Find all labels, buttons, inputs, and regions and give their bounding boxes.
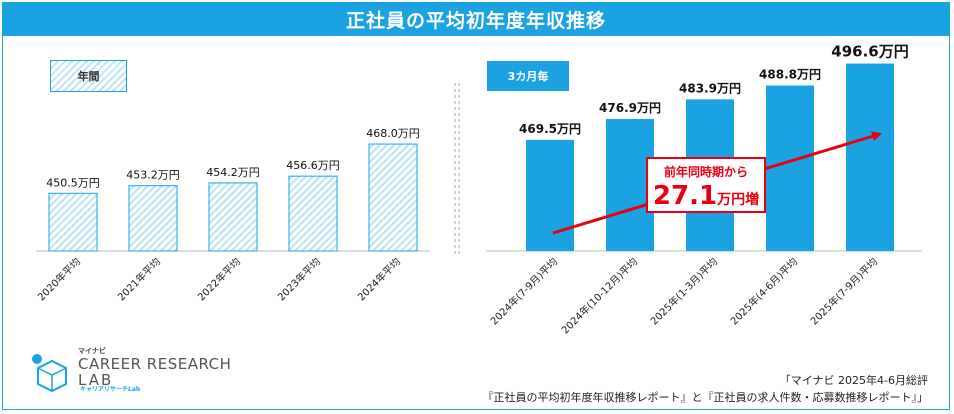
logo-brand: マイナビ bbox=[78, 347, 106, 355]
annual-value-label-4: 456.6万円 bbox=[286, 159, 340, 172]
annual-bar-2 bbox=[128, 185, 178, 252]
annual-value-label-2: 453.2万円 bbox=[126, 169, 180, 182]
quarterly-bar-4 bbox=[766, 85, 814, 252]
source-line1: 「マイナビ 2025年4-6月総評 bbox=[779, 374, 928, 387]
quarterly-bar-1 bbox=[526, 139, 574, 251]
legend-quarterly: 3カ月毎 bbox=[487, 61, 569, 91]
career-research-lab-logo: マイナビ CAREER RESEARCH LAB キャリアリサーチLab bbox=[30, 346, 250, 402]
annual-bar-1 bbox=[48, 192, 98, 252]
quarterly-value-label-5: 496.6万円 bbox=[831, 43, 908, 61]
quarterly-category-label-2: 2024年(10-12月)平均 bbox=[559, 255, 641, 337]
callout-unit: 万円増 bbox=[717, 192, 760, 208]
source-line2: 『正社員の平均初年度年収推移レポート』と『正社員の求人件数・応募数推移レポート』… bbox=[482, 391, 929, 404]
callout-caption: 前年同時期から bbox=[663, 165, 748, 179]
quarterly-category-label-5: 2025年(7-9月)平均 bbox=[808, 255, 881, 328]
annual-value-label-1: 450.5万円 bbox=[46, 176, 100, 189]
quarterly-value-label-3: 483.9万円 bbox=[679, 81, 741, 95]
callout-value: 27.1万円増 bbox=[648, 181, 764, 211]
annual-value-label-5: 468.0万円 bbox=[366, 127, 420, 140]
quarterly-value-label-1: 469.5万円 bbox=[519, 122, 581, 136]
annual-bar-5 bbox=[368, 143, 418, 252]
callout-number: 27.1 bbox=[652, 181, 718, 211]
quarterly-value-label-2: 476.9万円 bbox=[599, 101, 661, 115]
quarterly-category-label-3: 2025年(1-3月)平均 bbox=[648, 255, 721, 328]
source-note: 「マイナビ 2025年4-6月総評 『正社員の平均初年度年収推移レポート』と『正… bbox=[483, 372, 929, 406]
annual-bar-4 bbox=[288, 175, 338, 252]
annual-category-label-2: 2021年平均 bbox=[115, 255, 163, 303]
lab-cube-icon bbox=[32, 354, 67, 393]
annual-category-label-5: 2024年平均 bbox=[355, 255, 403, 303]
logo-line1: CAREER RESEARCH bbox=[78, 355, 232, 373]
annual-bar-3 bbox=[208, 182, 258, 252]
logo-sub: キャリアリサーチLab bbox=[80, 386, 141, 393]
annual-category-label-1: 2020年平均 bbox=[35, 255, 83, 303]
chart-title: 正社員の平均初年度年収推移 bbox=[2, 2, 950, 36]
quarterly-category-label-1: 2024年(7-9月)平均 bbox=[488, 255, 561, 328]
growth-callout: 前年同時期から 27.1万円増 bbox=[646, 157, 766, 213]
logo-line2: LAB bbox=[78, 371, 114, 389]
legend-annual: 年間 bbox=[50, 60, 127, 92]
quarterly-category-label-4: 2025年(4-6月)平均 bbox=[728, 255, 801, 328]
annual-category-label-4: 2023年平均 bbox=[275, 255, 323, 303]
annual-category-label-3: 2022年平均 bbox=[195, 255, 243, 303]
annual-value-label-3: 454.2万円 bbox=[206, 166, 260, 179]
quarterly-value-label-4: 488.8万円 bbox=[759, 68, 821, 82]
quarterly-bar-5 bbox=[846, 63, 894, 251]
